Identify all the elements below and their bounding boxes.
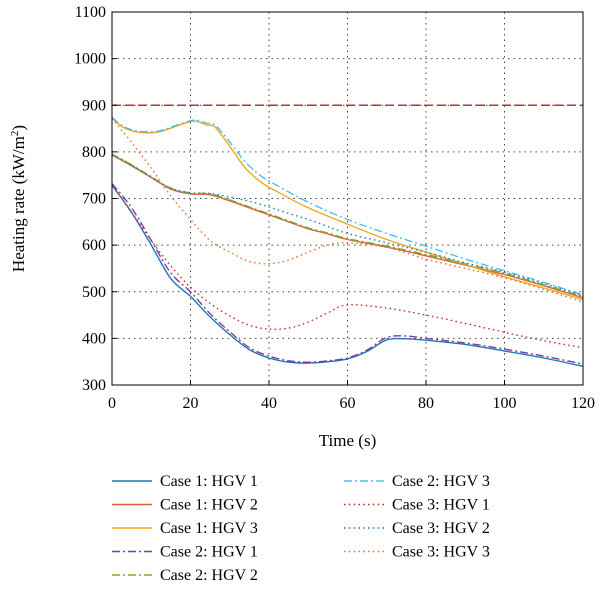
x-tick-label: 100 — [493, 395, 517, 412]
legend-label-1: Case 1: HGV 1 — [160, 473, 258, 490]
y-axis-label-main: Heating rate (kW/m — [9, 136, 28, 272]
series-line-3 — [111, 117, 584, 301]
x-axis-label: Time (s) — [319, 431, 376, 450]
legend-label-7: Case 3: HGV 1 — [392, 497, 490, 514]
x-tick-label: 120 — [571, 395, 595, 412]
legend-label-3: Case 1: HGV 3 — [160, 520, 258, 537]
y-tick-label: 500 — [82, 284, 106, 301]
gridlines — [112, 12, 583, 385]
y-tick-label: 1100 — [75, 4, 106, 21]
y-axis-label: Heating rate (kW/m2) — [9, 125, 28, 272]
legend-label-2: Case 1: HGV 2 — [160, 497, 258, 514]
series-line-1 — [111, 184, 584, 368]
series-line-5 — [111, 153, 584, 298]
legend-label-9: Case 3: HGV 3 — [392, 544, 490, 561]
y-tick-label: 1000 — [74, 51, 106, 68]
series-lines — [111, 116, 584, 368]
y-axis-label-tail: ) — [9, 125, 28, 131]
series-line-9 — [111, 117, 584, 303]
y-tick-label: 600 — [82, 237, 106, 254]
series-line-6 — [111, 116, 584, 296]
x-tick-label: 0 — [108, 395, 116, 412]
y-tick-label: 300 — [82, 377, 106, 394]
x-tick-label: 20 — [183, 395, 199, 412]
y-tick-label: 900 — [82, 97, 106, 114]
series-line-8 — [111, 153, 584, 297]
series-line-7 — [111, 184, 584, 349]
legend-label-4: Case 2: HGV 1 — [160, 544, 258, 561]
legend-label-8: Case 3: HGV 2 — [392, 520, 490, 537]
legend-label-6: Case 2: HGV 3 — [392, 473, 490, 490]
x-tick-label: 40 — [261, 395, 277, 412]
y-tick-label: 400 — [82, 330, 106, 347]
legend-label-5: Case 2: HGV 2 — [160, 567, 258, 584]
x-tick-label: 80 — [418, 395, 434, 412]
legend: Case 1: HGV 1 Case 1: HGV 2 Case 1: HGV 3 C… — [112, 473, 490, 584]
y-axis-label-superscript: 2 — [9, 131, 21, 137]
y-tick-label: 700 — [82, 191, 106, 208]
series-line-4 — [111, 183, 584, 365]
x-tick-label: 60 — [340, 395, 356, 412]
y-tick-label: 800 — [82, 144, 106, 161]
axis-ticks: 300 400 500 600 700 800 900 1000 1100 0 20 40 60 80 10… — [74, 4, 595, 412]
